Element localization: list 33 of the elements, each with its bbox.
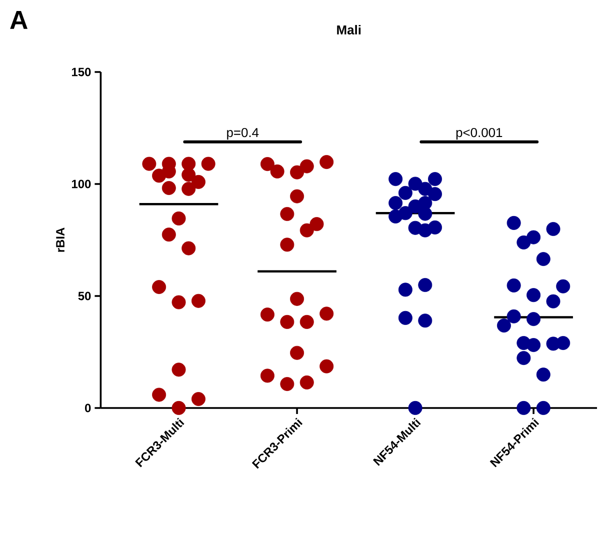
- point: [418, 314, 432, 328]
- point: [506, 278, 521, 292]
- point: [172, 400, 186, 415]
- point: [320, 155, 334, 170]
- y-axis-title: rBIA: [56, 228, 64, 252]
- point: [428, 187, 442, 202]
- point: [260, 157, 274, 172]
- point: [162, 228, 176, 242]
- annotation: p=0.4: [227, 128, 259, 140]
- point: [300, 375, 314, 390]
- point: [388, 196, 403, 210]
- point: [526, 288, 541, 302]
- y-tick-label: 50: [78, 292, 91, 300]
- point: [300, 159, 314, 174]
- point: [546, 294, 560, 308]
- point: [290, 346, 304, 360]
- text: A: [10, 10, 28, 29]
- point: [280, 207, 294, 221]
- point: [290, 165, 304, 180]
- point: [310, 217, 324, 232]
- y-tick-label: 100: [72, 180, 91, 188]
- y-tick-label: 0: [85, 404, 91, 412]
- point: [142, 156, 156, 171]
- point: [280, 377, 294, 392]
- point: [172, 211, 186, 226]
- point: [201, 156, 216, 171]
- point: [536, 368, 550, 382]
- point: [270, 164, 284, 178]
- annotation: p<0.001: [456, 128, 502, 140]
- chart-title: Mali: [337, 24, 361, 34]
- point: [418, 278, 432, 292]
- point: [182, 241, 196, 256]
- y-tick-label: 150: [72, 68, 91, 76]
